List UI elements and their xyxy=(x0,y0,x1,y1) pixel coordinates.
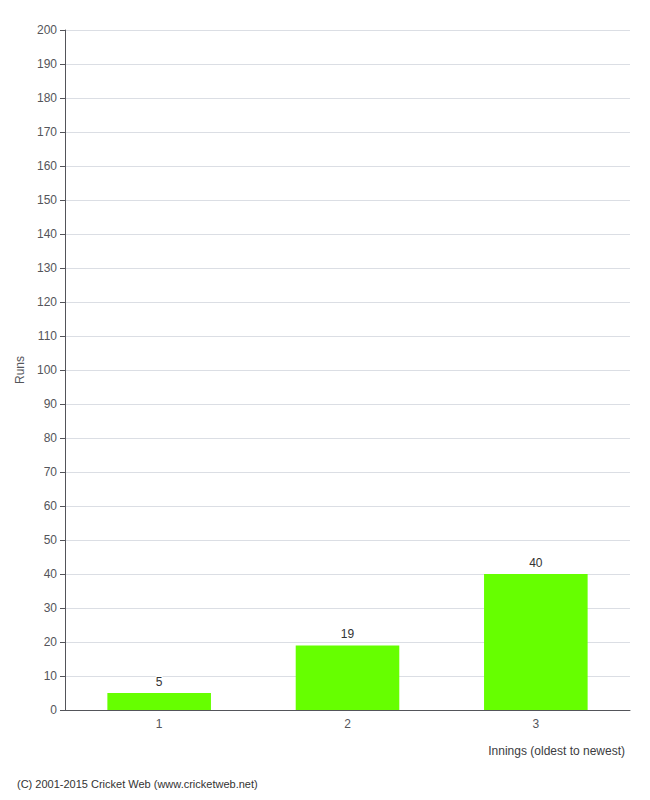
svg-text:110: 110 xyxy=(38,329,57,343)
svg-text:130: 130 xyxy=(37,261,57,275)
svg-text:30: 30 xyxy=(44,601,58,615)
svg-text:(C) 2001-2015 Cricket Web (www: (C) 2001-2015 Cricket Web (www.cricketwe… xyxy=(17,778,258,790)
svg-text:2: 2 xyxy=(344,717,351,731)
svg-text:150: 150 xyxy=(37,193,57,207)
svg-text:160: 160 xyxy=(37,159,57,173)
svg-text:10: 10 xyxy=(44,669,58,683)
svg-text:190: 190 xyxy=(37,57,57,71)
svg-text:100: 100 xyxy=(37,363,57,377)
svg-text:19: 19 xyxy=(341,627,355,641)
svg-text:Innings (oldest to newest): Innings (oldest to newest) xyxy=(488,744,625,758)
svg-text:40: 40 xyxy=(44,567,58,581)
svg-text:50: 50 xyxy=(44,533,58,547)
svg-text:1: 1 xyxy=(156,717,163,731)
svg-text:60: 60 xyxy=(44,499,58,513)
svg-text:20: 20 xyxy=(44,635,58,649)
svg-text:70: 70 xyxy=(44,465,58,479)
svg-text:140: 140 xyxy=(37,227,57,241)
svg-text:80: 80 xyxy=(44,431,58,445)
svg-text:Runs: Runs xyxy=(13,356,27,384)
svg-text:90: 90 xyxy=(44,397,58,411)
svg-text:5: 5 xyxy=(156,675,163,689)
svg-text:180: 180 xyxy=(37,91,57,105)
svg-text:40: 40 xyxy=(529,556,543,570)
svg-text:0: 0 xyxy=(50,703,57,717)
svg-text:3: 3 xyxy=(532,717,539,731)
svg-text:170: 170 xyxy=(37,125,57,139)
svg-text:120: 120 xyxy=(37,295,57,309)
svg-text:200: 200 xyxy=(37,23,57,37)
